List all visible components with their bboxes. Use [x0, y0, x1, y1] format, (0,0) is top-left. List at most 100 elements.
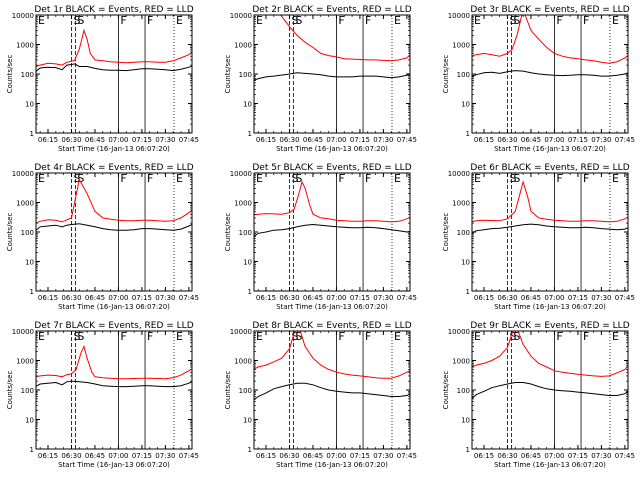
x-tick-label: 06:15: [256, 294, 276, 302]
x-tick-label: 06:45: [303, 294, 323, 302]
x-tick-label: 06:45: [521, 452, 541, 460]
plot-frame: [35, 330, 193, 450]
marker-label-F: F: [583, 14, 589, 27]
x-tick-label: 07:15: [350, 136, 370, 144]
x-tick-label: 07:45: [397, 136, 417, 144]
y-tick-label: 1000: [16, 358, 34, 366]
series-line-events: [254, 72, 410, 81]
x-axis-label: Start Time (16-Jan-13 06:07:20): [494, 303, 606, 311]
x-tick-label: 07:45: [615, 294, 635, 302]
series-line-lld: [36, 178, 192, 224]
marker-label-E: E: [256, 172, 263, 185]
x-tick-label: 07:30: [155, 136, 175, 144]
y-tick-label: 10: [25, 259, 34, 267]
marker-label-S: S: [509, 172, 516, 185]
x-tick-label: 07:15: [350, 294, 370, 302]
chart-panel-7: Det 7r BLACK = Events, RED = LLD Counts/s…: [6, 321, 199, 469]
chart-panel-4: Det 4r BLACK = Events, RED = LLD Counts/s…: [6, 163, 199, 311]
x-tick-label: 06:15: [38, 452, 58, 460]
x-tick-label: 06:30: [61, 136, 81, 144]
y-tick-label: 1000: [16, 200, 34, 208]
chart-title: Det 4r BLACK = Events, RED = LLD: [34, 163, 193, 173]
marker-label-S: S: [509, 14, 516, 27]
x-tick-label: 06:15: [474, 452, 494, 460]
chart-title: Det 6r BLACK = Events, RED = LLD: [470, 163, 629, 173]
x-tick-label: 06:30: [497, 136, 517, 144]
marker-label-E: E: [474, 330, 481, 343]
x-tick-label: 07:30: [373, 452, 393, 460]
x-tick-label: 07:45: [615, 136, 635, 144]
y-tick-label: 1000: [234, 42, 252, 50]
y-axis-label: Counts/sec: [442, 371, 450, 410]
x-tick-label: 07:00: [544, 294, 564, 302]
marker-label-S: S: [77, 172, 84, 185]
marker-label-F: F: [338, 172, 344, 185]
marker-label-E: E: [474, 172, 481, 185]
y-tick-label: 1: [248, 288, 252, 296]
marker-label-E: E: [256, 14, 263, 27]
x-axis-label: Start Time (16-Jan-13 06:07:20): [276, 145, 388, 153]
chart-title: Det 5r BLACK = Events, RED = LLD: [252, 163, 411, 173]
marker-label-S: S: [73, 14, 80, 27]
y-tick-label: 10: [243, 259, 252, 267]
chart-panel-8: Det 8r BLACK = Events, RED = LLD Counts/s…: [224, 321, 417, 469]
marker-label-F: F: [583, 172, 589, 185]
chart-title: Det 3r BLACK = Events, RED = LLD: [470, 5, 629, 15]
y-tick-label: 10: [461, 101, 470, 109]
y-tick-label: 10: [243, 101, 252, 109]
marker-label-S: S: [295, 330, 302, 343]
marker-label-F: F: [556, 14, 562, 27]
series-line-events: [472, 223, 628, 234]
y-axis-label: Counts/sec: [224, 371, 232, 410]
x-tick-label: 06:15: [474, 136, 494, 144]
plot-frame: [471, 172, 629, 292]
x-tick-label: 07:30: [591, 294, 611, 302]
y-tick-label: 1000: [452, 42, 470, 50]
y-tick-label: 1: [466, 446, 470, 454]
y-tick-label: 100: [21, 229, 34, 237]
marker-label-E: E: [38, 14, 45, 27]
x-tick-label: 07:00: [108, 294, 128, 302]
marker-label-F: F: [120, 330, 126, 343]
x-tick-label: 06:45: [85, 136, 105, 144]
plot-frame: [253, 330, 411, 450]
y-tick-label: 1: [30, 288, 34, 296]
marker-label-S: S: [513, 330, 520, 343]
marker-label-S: S: [291, 172, 298, 185]
y-tick-label: 10: [243, 417, 252, 425]
marker-label-E: E: [176, 14, 183, 27]
marker-label-S: S: [295, 172, 302, 185]
x-tick-label: 07:15: [132, 452, 152, 460]
series-line-lld: [36, 28, 192, 67]
y-tick-label: 10000: [12, 328, 34, 336]
marker-label-S: S: [73, 330, 80, 343]
y-axis-label: Counts/sec: [6, 213, 14, 252]
x-tick-label: 06:45: [303, 452, 323, 460]
y-tick-label: 1000: [452, 358, 470, 366]
marker-label-S: S: [509, 330, 516, 343]
y-axis-label: Counts/sec: [6, 55, 14, 94]
series-line-events: [254, 223, 410, 237]
x-tick-label: 07:15: [568, 294, 588, 302]
marker-label-E: E: [176, 172, 183, 185]
x-tick-label: 06:30: [61, 452, 81, 460]
x-tick-label: 07:30: [373, 136, 393, 144]
chart-title: Det 8r BLACK = Events, RED = LLD: [252, 321, 411, 331]
series-line-lld: [280, 15, 410, 62]
y-tick-label: 10000: [448, 170, 470, 178]
marker-label-S: S: [77, 330, 84, 343]
x-tick-label: 07:30: [373, 294, 393, 302]
series-line-events: [472, 70, 628, 78]
x-tick-label: 07:15: [132, 136, 152, 144]
y-tick-label: 100: [21, 387, 34, 395]
x-axis-label: Start Time (16-Jan-13 06:07:20): [494, 461, 606, 469]
x-tick-label: 07:30: [591, 452, 611, 460]
marker-label-S: S: [77, 14, 84, 27]
x-axis-label: Start Time (16-Jan-13 06:07:20): [276, 461, 388, 469]
y-axis-label: Counts/sec: [6, 371, 14, 410]
y-tick-label: 10: [461, 417, 470, 425]
x-tick-label: 07:45: [179, 452, 199, 460]
x-tick-label: 06:15: [256, 452, 276, 460]
marker-label-F: F: [365, 330, 371, 343]
x-tick-label: 07:00: [108, 452, 128, 460]
